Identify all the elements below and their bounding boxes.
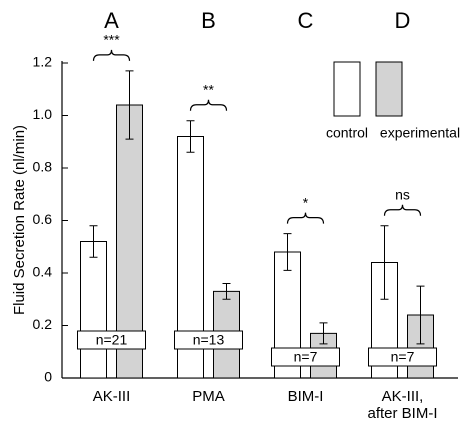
significance: * (303, 194, 309, 210)
group-label: B (201, 8, 216, 33)
sample-size: n=13 (193, 332, 225, 348)
n-box (77, 330, 146, 350)
n-box (271, 347, 340, 367)
significance: ns (395, 186, 410, 202)
significance-brace (383, 204, 422, 216)
group-label: A (104, 8, 119, 33)
n-box (368, 347, 437, 367)
sample-size: n=21 (96, 332, 128, 348)
significance-brace (189, 99, 228, 111)
sample-size: n=7 (391, 349, 415, 365)
y-tick-label: 0.8 (33, 159, 53, 175)
y-tick-label: 0.6 (33, 211, 53, 227)
legend-swatch (375, 61, 403, 117)
significance-brace (92, 49, 131, 61)
legend-label: control (326, 125, 368, 141)
y-tick-label: 0.4 (33, 264, 53, 280)
significance: *** (103, 32, 120, 48)
legend-swatch (333, 61, 361, 117)
x-tick-label: AK-III (92, 388, 131, 405)
bar (80, 241, 107, 379)
y-tick-label: 1.2 (33, 54, 53, 70)
x-tick-label: PMA (192, 388, 225, 405)
n-box (174, 330, 243, 350)
group-label: D (395, 8, 411, 33)
significance: ** (203, 81, 214, 97)
legend-label: experimental (380, 125, 460, 141)
group-label: C (298, 8, 314, 33)
y-axis-label: Fluid Secretion Rate (nl/min) (11, 125, 28, 315)
y-tick-label: 1.0 (33, 106, 53, 122)
y-tick-label: 0 (44, 369, 52, 385)
sample-size: n=7 (294, 349, 318, 365)
x-tick-label: AK-III, after BIM-I (367, 388, 438, 422)
significance-brace (286, 212, 325, 224)
x-tick-label: BIM-I (287, 388, 324, 405)
y-tick-label: 0.2 (33, 316, 53, 332)
